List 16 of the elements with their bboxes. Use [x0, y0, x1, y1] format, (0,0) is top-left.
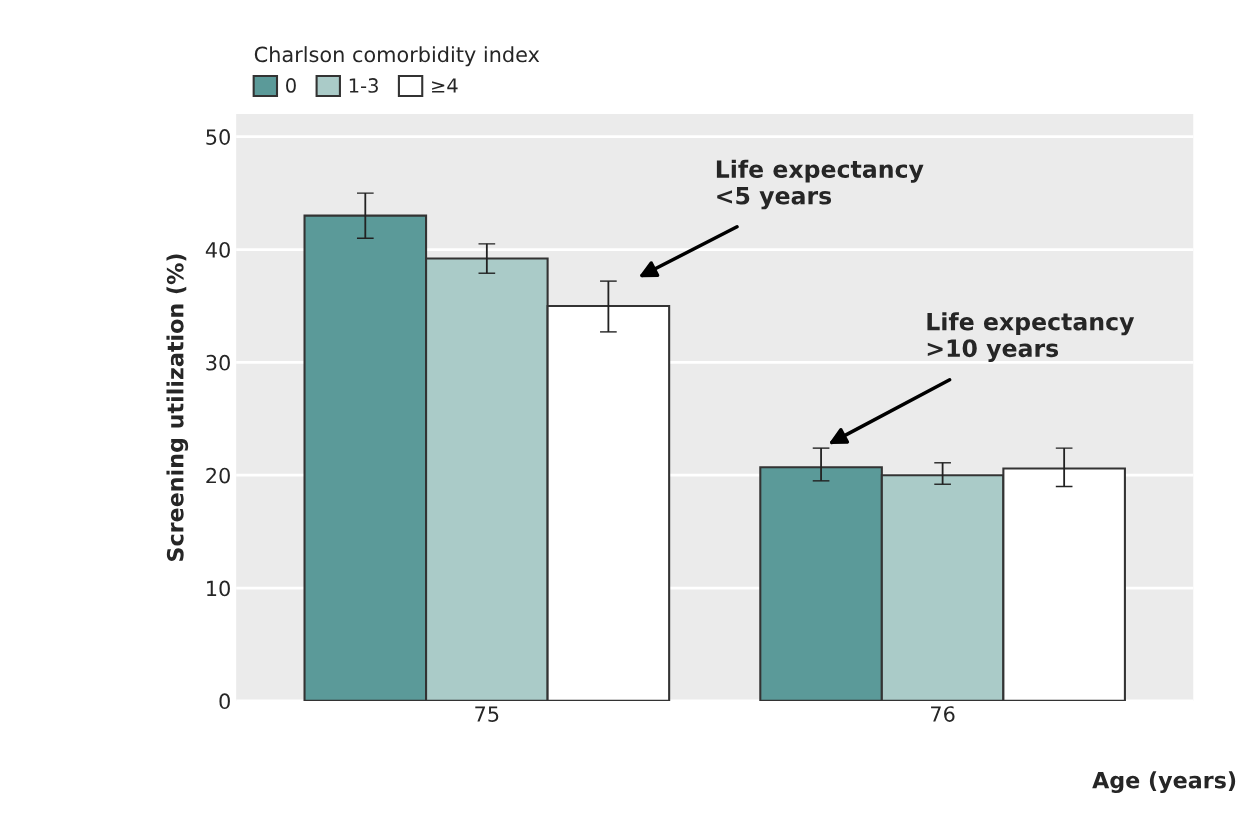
- y-axis-title: Screening utilization (%): [166, 254, 189, 561]
- x-tick-label: 75: [475, 706, 499, 722]
- legend-title: Charlson comorbidity index: [254, 46, 540, 67]
- y-tick-label: 0: [219, 693, 230, 710]
- annotation: Life expectancy >10 years: [927, 312, 1135, 362]
- y-tick-label: 50: [206, 129, 230, 145]
- x-axis-title: Age (years): [1092, 771, 1236, 793]
- x-tick-label: 76: [931, 706, 955, 722]
- legend-label: 1-3: [349, 78, 378, 93]
- y-tick-label: 20: [206, 467, 230, 484]
- legend-label: 0: [286, 78, 296, 93]
- annotation: Life expectancy <5 years: [716, 159, 924, 210]
- legend-label: ≥4: [432, 78, 458, 93]
- y-tick-label: 40: [205, 241, 230, 258]
- y-tick-label: 30: [206, 354, 230, 371]
- y-tick-label: 10: [207, 580, 230, 597]
